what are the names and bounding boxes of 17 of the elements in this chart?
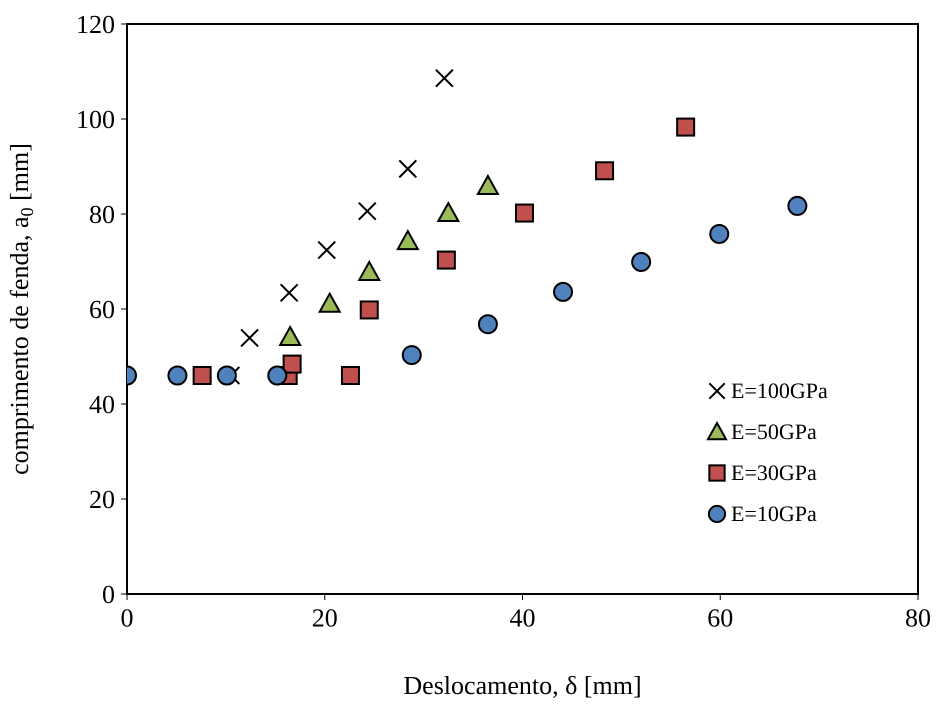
y-tick-label: 20 <box>89 485 115 514</box>
y-tick-label: 120 <box>76 10 115 40</box>
legend-label: E=50GPa <box>731 418 817 444</box>
x-tick-label: 0 <box>120 603 134 632</box>
legend-label: E=100GPa <box>731 378 828 404</box>
x-axis-title: Deslocamento, δ [mm] <box>403 671 642 700</box>
legend-label: E=30GPa <box>731 460 817 486</box>
y-tick-label: 100 <box>76 105 115 134</box>
y-tick-label: 80 <box>89 200 115 230</box>
x-tick-label: 40 <box>510 603 536 632</box>
y-tick-label: 60 <box>89 295 115 324</box>
x-tick-label: 80 <box>905 603 931 632</box>
x-tick-label: 20 <box>312 603 338 632</box>
legend-label: E=10GPa <box>731 500 817 526</box>
x-tick-label: 60 <box>707 603 734 632</box>
y-tick-label: 0 <box>102 580 115 610</box>
y-tick-label: 40 <box>89 390 115 420</box>
